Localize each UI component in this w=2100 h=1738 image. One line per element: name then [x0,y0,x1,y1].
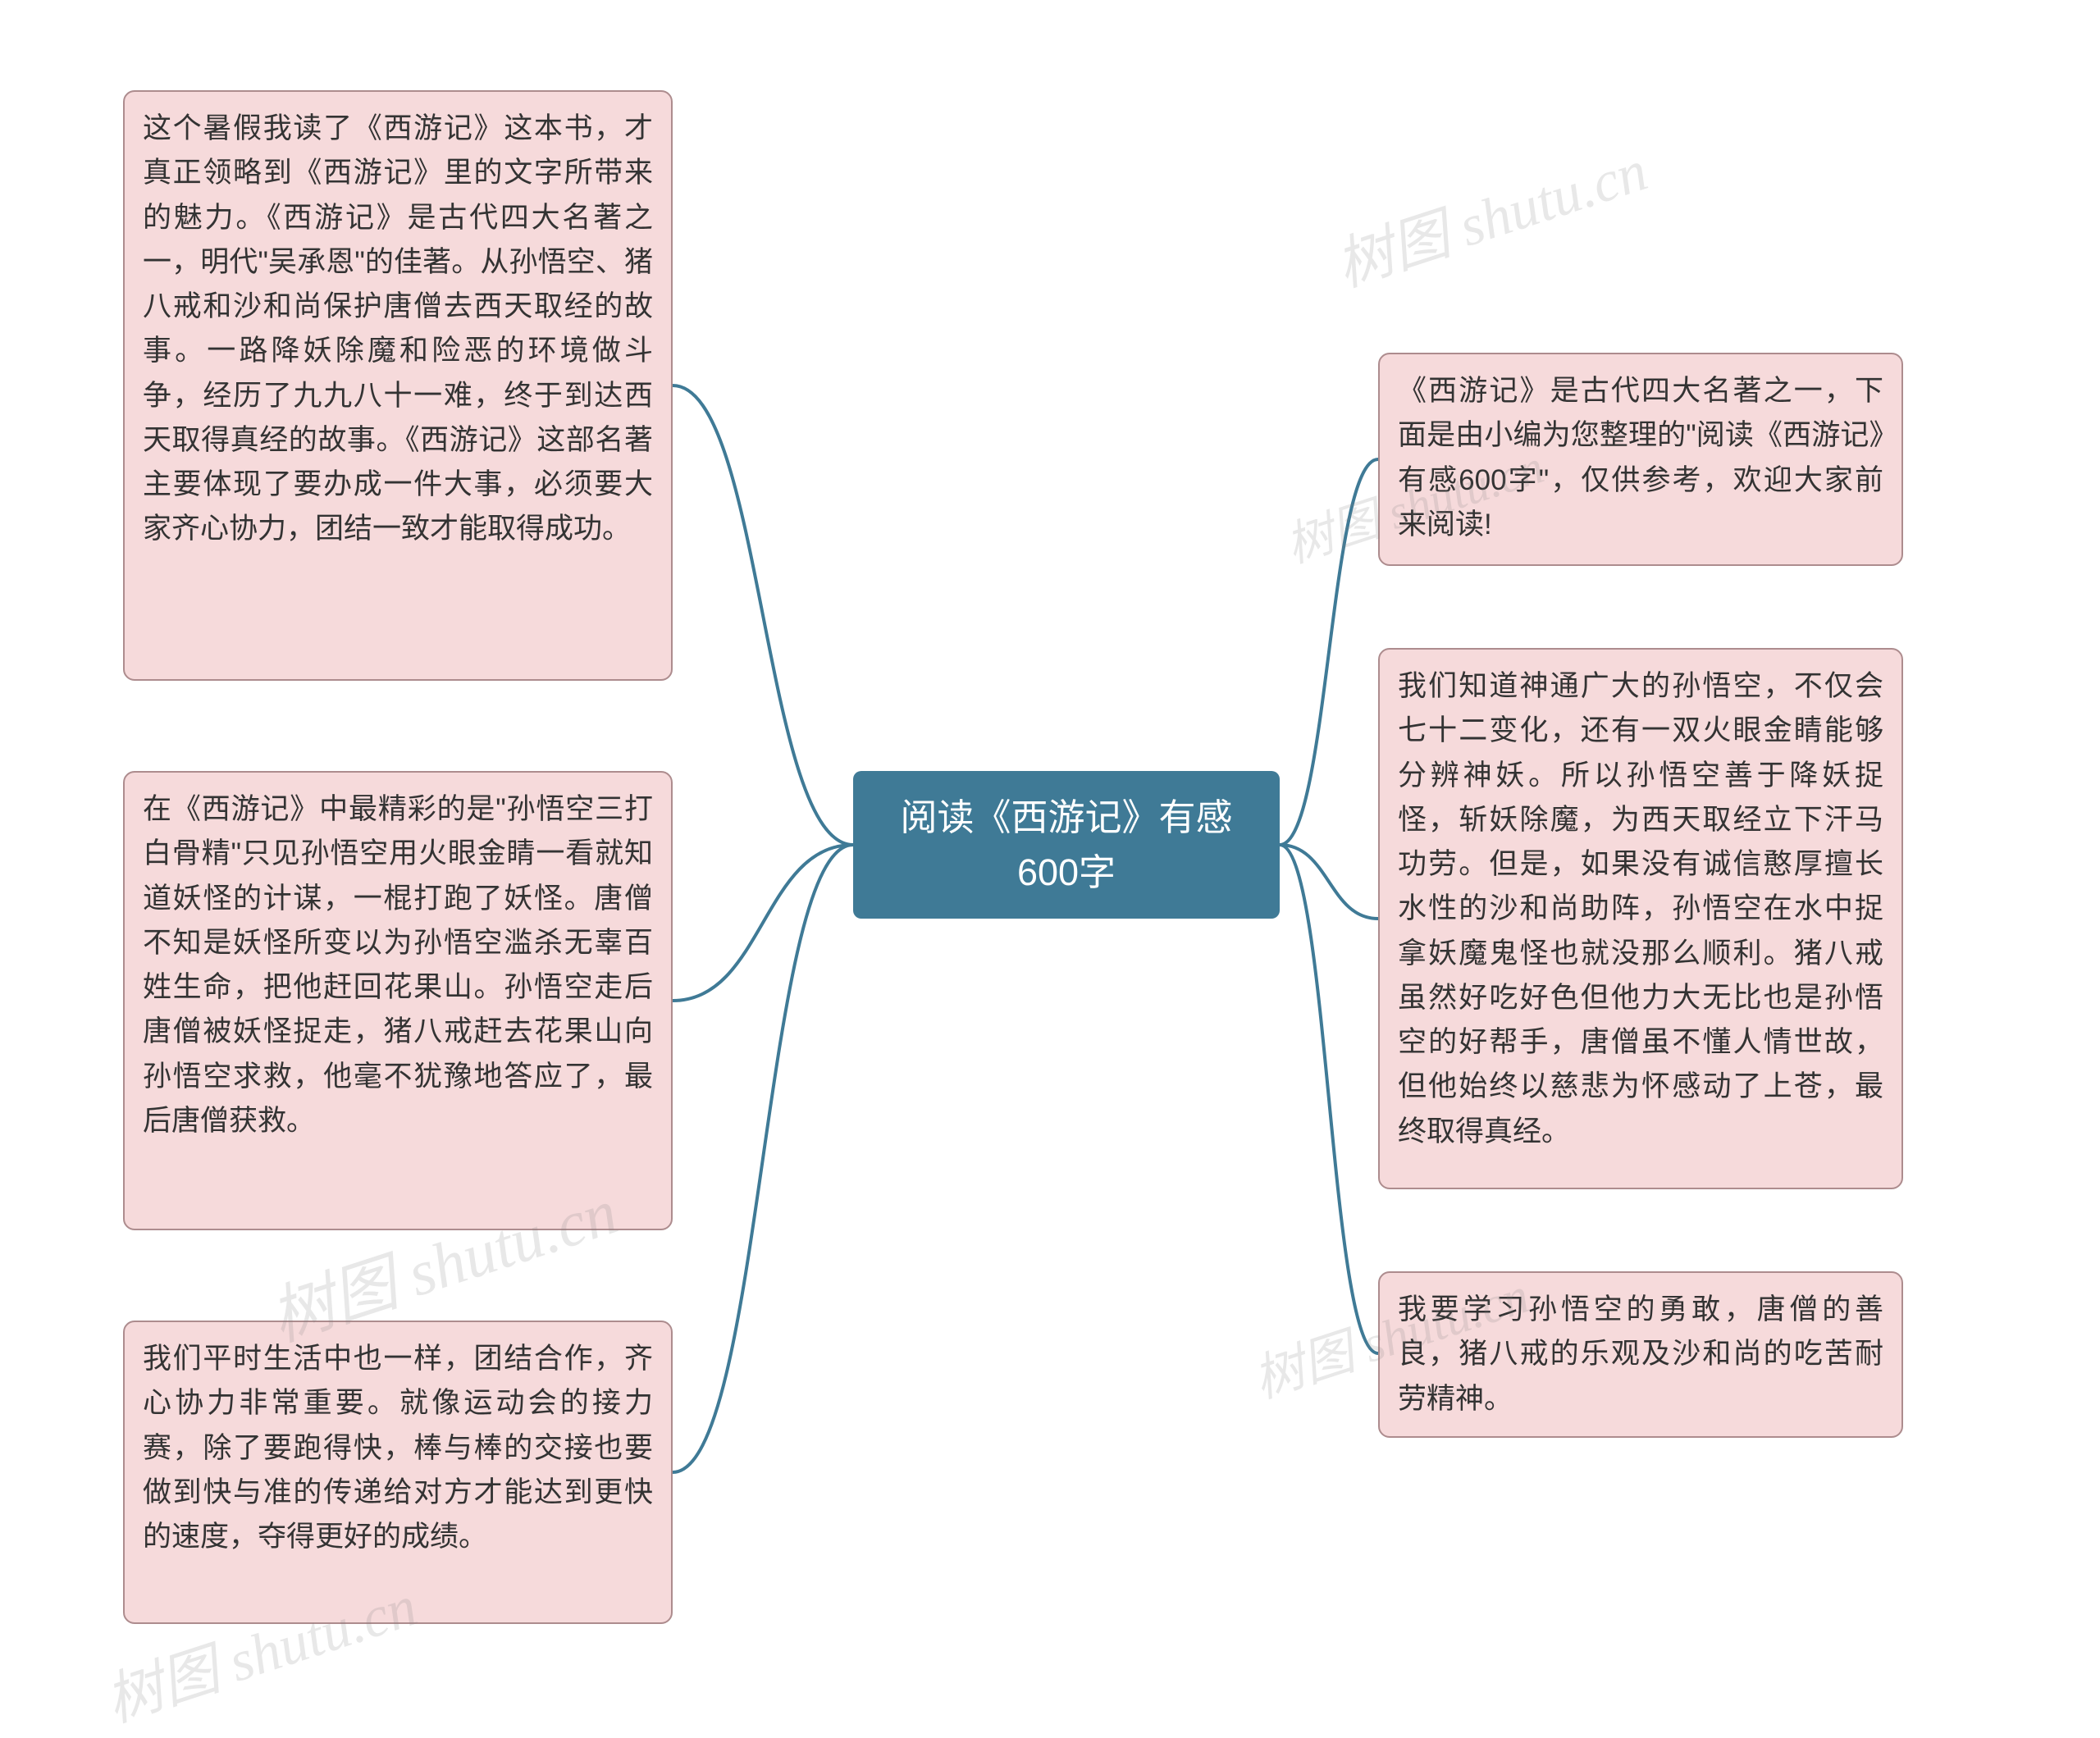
mindmap-canvas: 阅读《西游记》有感600字 《西游记》是古代四大名著之一，下面是由小编为您整理的"… [0,0,2100,1727]
leaf-r1: 《西游记》是古代四大名著之一，下面是由小编为您整理的"阅读《西游记》有感600字… [1378,353,1903,566]
leaf-l3: 我们平时生活中也一样，团结合作，齐心协力非常重要。就像运动会的接力赛，除了要跑得… [123,1321,673,1624]
leaf-text: 《西游记》是古代四大名著之一，下面是由小编为您整理的"阅读《西游记》有感600字… [1398,375,1883,541]
connector [673,845,853,1472]
leaf-r2: 我们知道神通广大的孙悟空，不仅会七十二变化，还有一双火眼金睛能够分辨神妖。所以孙… [1378,648,1903,1189]
leaf-text: 我要学习孙悟空的勇敢，唐僧的善良，猪八戒的乐观及沙和尚的吃苦耐劳精神。 [1398,1293,1883,1415]
connector [1280,459,1378,845]
leaf-text: 这个暑假我读了《西游记》这本书，才真正领略到《西游记》里的文字所带来的魅力。《西… [143,112,653,545]
leaf-l1: 这个暑假我读了《西游记》这本书，才真正领略到《西游记》里的文字所带来的魅力。《西… [123,90,673,681]
connector [1280,845,1378,919]
leaf-text: 在《西游记》中最精彩的是"孙悟空三打白骨精"只见孙悟空用火眼金睛一看就知道妖怪的… [143,793,653,1137]
connector [673,385,853,845]
watermark: 树图 shutu.cn [1324,125,1656,303]
leaf-text: 我们知道神通广大的孙悟空，不仅会七十二变化，还有一双火眼金睛能够分辨神妖。所以孙… [1398,670,1883,1147]
leaf-text: 我们平时生活中也一样，团结合作，齐心协力非常重要。就像运动会的接力赛，除了要跑得… [143,1343,653,1553]
center-title: 阅读《西游记》有感600字 [878,790,1255,901]
center-node: 阅读《西游记》有感600字 [853,771,1280,919]
leaf-r3: 我要学习孙悟空的勇敢，唐僧的善良，猪八戒的乐观及沙和尚的吃苦耐劳精神。 [1378,1271,1903,1438]
leaf-l2: 在《西游记》中最精彩的是"孙悟空三打白骨精"只见孙悟空用火眼金睛一看就知道妖怪的… [123,771,673,1230]
watermark-text: 树图 shutu.cn [1329,139,1655,299]
connector [673,845,853,1001]
connector [1280,845,1378,1353]
